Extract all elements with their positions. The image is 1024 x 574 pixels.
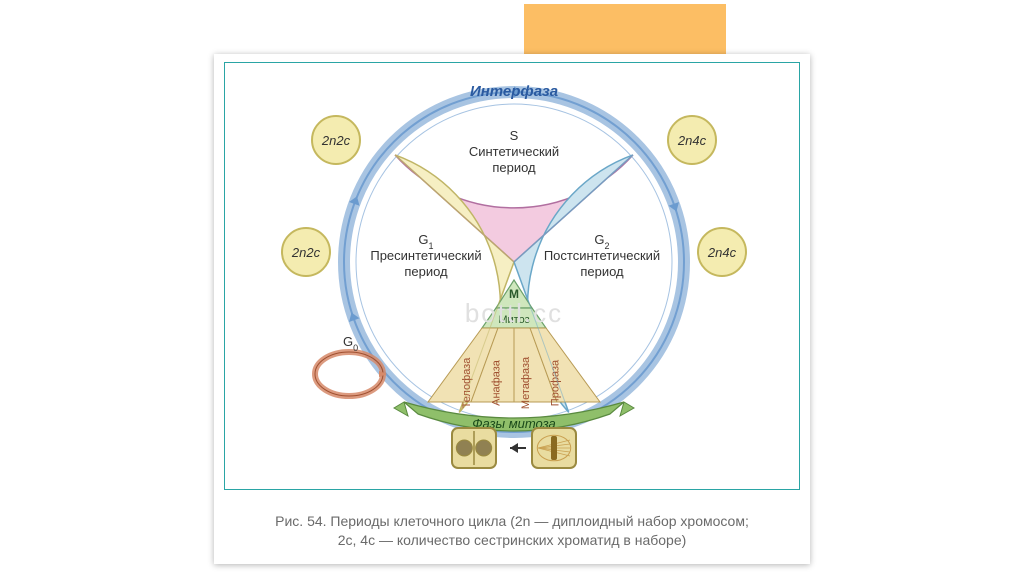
svg-text:Постсинтетический: Постсинтетический — [544, 248, 660, 263]
figure-frame: ММитозТелофазаАнафазаМетафазаПрофазаФазы… — [214, 54, 810, 564]
caption-line-1: Рис. 54. Периоды клеточного цикла (2n — … — [214, 512, 810, 531]
cell-cycle-diagram: ММитозТелофазаАнафазаМетафазаПрофазаФазы… — [224, 62, 800, 488]
svg-text:2n4c: 2n4c — [677, 133, 707, 148]
caption-line-2: 2c, 4c — количество сестринских хроматид… — [214, 531, 810, 550]
svg-text:Профаза: Профаза — [549, 359, 561, 406]
svg-text:bottl.cc: bottl.cc — [465, 298, 563, 328]
diagram-container: ММитозТелофазаАнафазаМетафазаПрофазаФазы… — [224, 62, 800, 488]
svg-text:Синтетический: Синтетический — [469, 144, 559, 159]
svg-text:Метафаза: Метафаза — [520, 356, 532, 409]
svg-text:2n2c: 2n2c — [291, 245, 321, 260]
svg-text:Интерфаза: Интерфаза — [470, 83, 558, 100]
svg-text:S: S — [510, 128, 519, 143]
svg-text:2n4c: 2n4c — [707, 245, 737, 260]
svg-text:период: период — [404, 264, 448, 279]
figure-caption: Рис. 54. Периоды клеточного цикла (2n — … — [214, 512, 810, 550]
svg-text:период: период — [492, 160, 536, 175]
svg-text:Телофаза: Телофаза — [461, 357, 473, 409]
svg-text:Анафаза: Анафаза — [490, 359, 502, 406]
header-accent-box — [520, 0, 730, 58]
svg-text:2n2c: 2n2c — [321, 133, 351, 148]
svg-text:Пресинтетический: Пресинтетический — [370, 248, 481, 263]
svg-text:период: период — [580, 264, 624, 279]
